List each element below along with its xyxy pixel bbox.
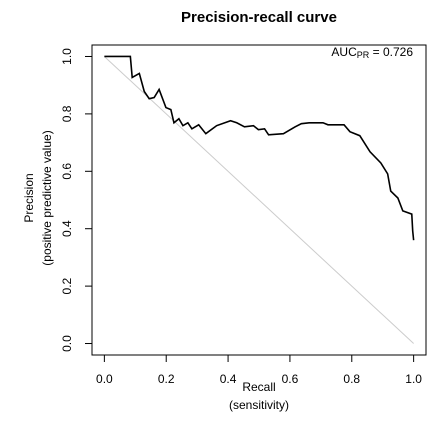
x-tick-label: 0.0 [96, 372, 113, 386]
annotation-rest: = 0.726 [369, 45, 413, 59]
x-axis-label: (sensitivity) [229, 398, 289, 412]
annotation: AUCPR = 0.726 [331, 45, 413, 60]
series-line [104, 55, 415, 241]
series-line [104, 56, 414, 344]
y-tick-label: 1.0 [60, 48, 74, 65]
x-tick-label: 0.2 [158, 372, 175, 386]
x-tick-label: 0.6 [282, 372, 299, 386]
annotation-main: AUC [331, 45, 357, 59]
y-tick-label: 0.8 [60, 105, 74, 122]
y-tick-label: 0.4 [60, 220, 74, 237]
x-tick-label: 0.8 [343, 372, 360, 386]
plot-frame [91, 44, 427, 356]
x-axis-label: Recall [242, 380, 275, 394]
x-tick-label: 1.0 [405, 372, 422, 386]
chart-title: Precision-recall curve [181, 9, 337, 26]
y-axis-label: (positive predictive value) [40, 130, 54, 265]
y-axis-label: Precision [22, 173, 36, 222]
x-tick-label: 0.4 [220, 372, 237, 386]
y-tick-label: 0.0 [60, 335, 74, 352]
y-tick-label: 0.2 [60, 277, 74, 294]
y-tick-label: 0.6 [60, 163, 74, 180]
annotation-sub: PR [357, 50, 370, 60]
